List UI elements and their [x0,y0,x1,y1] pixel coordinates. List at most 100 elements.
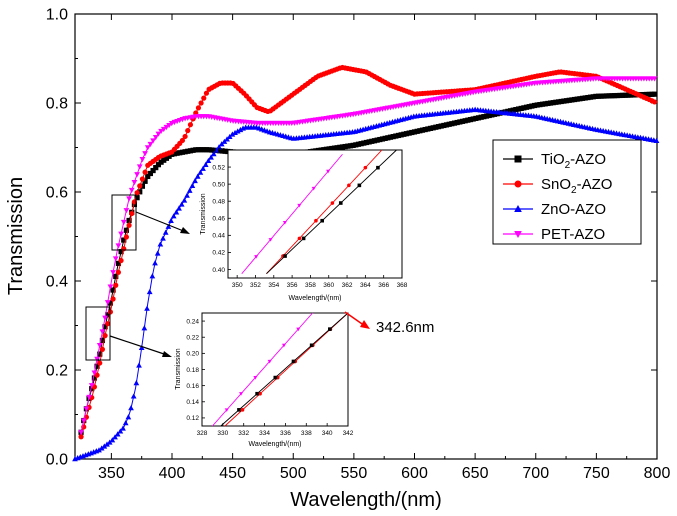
data-point [454,119,460,126]
data-point [334,145,340,151]
data-point [142,178,148,184]
y-axis-title: Transmission [5,177,27,295]
legend-marker [514,231,522,239]
inset-upper-plot [227,149,403,279]
data-point [157,241,164,247]
legend-marker [514,155,522,163]
data-point [403,131,410,137]
data-point [96,447,102,453]
inset-data-point [301,236,306,241]
data-point [350,142,356,148]
data-point [153,165,159,171]
data-point [139,157,146,163]
x-tick-label: 550 [341,465,368,482]
data-point [158,159,164,165]
data-point [529,103,535,109]
data-point [595,93,602,99]
data-point [430,125,436,131]
data-point [165,223,172,229]
data-point [94,372,100,378]
inset-data-point [309,343,314,348]
data-point [160,126,167,133]
inset-data-point [239,392,244,396]
data-point [145,173,151,180]
data-point [465,117,471,123]
data-point [574,96,580,102]
data-point [166,122,172,129]
data-point [101,443,108,449]
inset-x-tick-label: 362 [342,282,353,289]
data-point [451,120,458,126]
data-point [102,315,108,321]
inset-x-tick-label: 356 [287,282,298,289]
data-point [323,146,330,152]
data-point [94,363,100,369]
data-point [206,147,212,153]
data-point [561,98,567,104]
inset-y-tick-label: 0.50 [212,181,225,188]
data-point [152,260,158,266]
data-point [185,127,191,134]
data-point [139,176,146,182]
data-point [203,147,210,153]
data-point [125,414,132,420]
data-point [203,90,210,96]
data-point [643,91,650,98]
data-point [547,100,554,106]
data-point [566,97,572,103]
data-point [550,100,556,106]
annotation-arrowhead [360,320,370,329]
data-point [601,93,607,99]
data-point [627,92,634,98]
inset-y-tick-label: 0.40 [212,267,225,274]
annotation-label: 342.6nm [376,319,434,336]
data-point [99,346,106,352]
data-point [168,217,174,224]
data-point [353,142,359,148]
data-point [187,122,194,128]
data-point [78,434,84,440]
data-point [195,105,202,111]
inset-data-point [268,238,273,242]
data-point [123,208,130,214]
inset-upper: 350 352 354 356 358 360 362 364 366 368 0.40 0.42 0.… [200,147,408,302]
data-point [131,201,138,208]
inset-data-point [267,359,272,364]
data-point [122,420,129,426]
inset-data-point [311,186,316,191]
data-point [142,151,148,157]
annotation-arrow [344,311,366,327]
data-point [121,237,127,243]
data-point [521,105,527,111]
data-point [91,375,97,381]
data-point [114,431,121,437]
x-tick-label: 500 [280,465,307,482]
inset-x-tick-label: 332 [238,430,249,437]
data-point [185,148,191,154]
x-tick-label: 650 [462,465,489,482]
data-point [609,93,615,99]
data-point [205,157,212,164]
x-tick-label: 800 [644,465,671,482]
inset-line [224,312,349,427]
data-point [97,360,103,366]
inset-y-tick-label: 0.48 [212,199,225,206]
data-point [99,329,106,335]
data-point [136,362,142,368]
inset-data-point [314,218,318,223]
inset-data-point [330,201,335,205]
data-point [210,151,217,157]
data-point [611,93,618,99]
data-point [526,104,532,110]
data-point [211,147,218,153]
data-point [136,164,143,170]
data-point [237,126,244,133]
inset-data-point [296,327,301,332]
data-point [326,146,332,152]
y-tick-label: 1.0 [46,7,68,24]
data-point [129,210,135,217]
data-point [126,196,132,202]
data-point [409,129,415,136]
connector-arrow-lower [109,335,168,356]
inset-data-point [255,391,259,396]
